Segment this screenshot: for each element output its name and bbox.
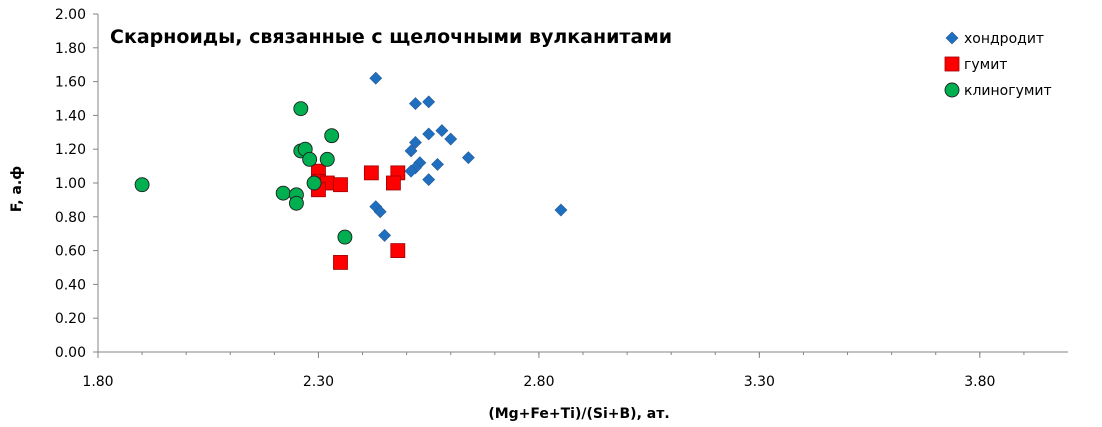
data-point-series-0 (431, 157, 444, 171)
data-point-series-1 (333, 177, 348, 193)
chart-title: Скарноиды, связанные с щелочными вулкани… (110, 26, 672, 48)
y-tick-label: 2.00 (55, 7, 86, 23)
legend: хондродит гумит клиногумит (944, 31, 1052, 99)
data-point-series-0 (378, 228, 392, 242)
data-point-series-1 (386, 175, 401, 191)
x-tick-label: 2.30 (303, 374, 334, 390)
y-tick-label: 1.00 (55, 176, 86, 192)
data-point-series-2 (288, 195, 304, 211)
data-point-series-0 (404, 144, 418, 158)
data-point-series-1 (333, 255, 348, 270)
data-point-series-2 (306, 175, 322, 191)
data-point-series-2 (293, 101, 309, 117)
data-point-series-0 (422, 95, 436, 109)
data-point-series-2 (324, 128, 340, 144)
data-point-series-0 (373, 205, 387, 219)
x-tick-label: 1.80 (82, 374, 113, 390)
legend-label-1: гумит (964, 57, 1007, 73)
y-tick-label: 1.60 (55, 75, 86, 91)
x-tick-label: 2.80 (523, 374, 554, 390)
legend-marker-2 (944, 82, 960, 98)
x-tick-label: 3.30 (744, 374, 775, 390)
data-point-series-0 (409, 97, 422, 110)
data-point-series-2 (275, 185, 291, 201)
data-point-series-0 (435, 124, 449, 138)
data-point-series-0 (554, 203, 568, 217)
data-point-series-0 (369, 71, 383, 85)
data-point-series-0 (422, 127, 436, 141)
legend-label-2: клиногумит (964, 83, 1052, 99)
y-tick-label: 1.40 (55, 108, 86, 124)
data-point-series-2 (319, 151, 335, 167)
legend-marker-1 (944, 56, 960, 72)
data-point-series-1 (363, 165, 379, 181)
data-point-series-0 (444, 132, 458, 146)
y-tick-label: 1.80 (55, 41, 86, 57)
y-tick-label: 0.00 (55, 345, 86, 361)
data-point-series-0 (422, 173, 436, 187)
data-points (134, 71, 568, 270)
y-tick-label: 0.80 (55, 210, 86, 226)
axes: 0.00 0.20 0.40 0.60 0.80 1.00 1.20 1.40 1.60 1.80… (55, 7, 1068, 390)
data-point-series-1 (390, 243, 406, 259)
data-point-series-0 (461, 151, 475, 165)
data-point-series-0 (409, 136, 422, 149)
y-tick-label: 0.20 (55, 311, 86, 327)
x-axis-title: (Mg+Fe+Ti)/(Si+B), ат. (488, 406, 669, 422)
y-tick-label: 0.60 (55, 244, 86, 260)
y-tick-label: 0.40 (55, 277, 86, 293)
legend-label-0: хондродит (964, 31, 1044, 47)
data-point-series-0 (404, 164, 418, 178)
data-point-series-2 (302, 151, 318, 167)
data-point-series-2 (337, 229, 353, 245)
y-axis-title: F, а.ф (9, 166, 25, 212)
y-tick-label: 1.20 (55, 142, 86, 158)
data-point-series-2 (134, 177, 150, 193)
x-tick-label: 3.80 (964, 374, 995, 390)
legend-marker-0 (945, 31, 959, 45)
